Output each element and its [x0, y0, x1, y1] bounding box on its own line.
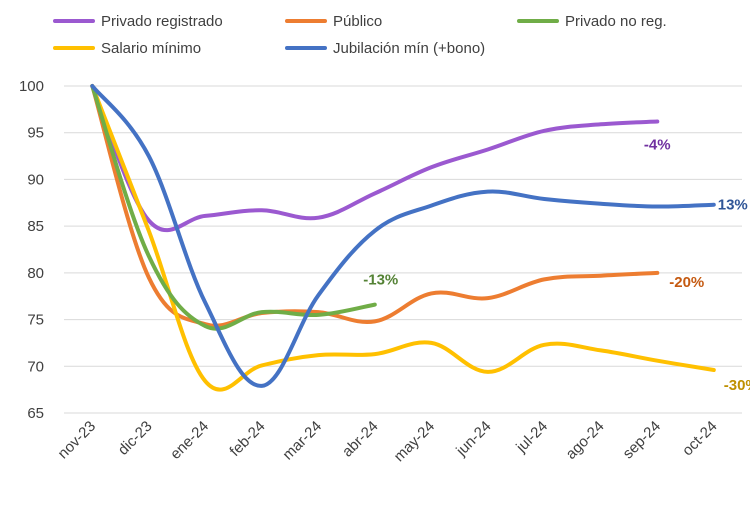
x-tick-label: mar-24 [279, 418, 325, 464]
y-tick-label: 95 [27, 125, 44, 142]
end-labels: -4% -20% -13% -30% 13% [363, 137, 750, 395]
series-line-publico [90, 84, 660, 328]
y-tick-label: 100 [19, 78, 44, 95]
series-line-privado-registrado [90, 84, 660, 233]
x-tick-label: abr-24 [339, 418, 382, 461]
y-tick-label: 85 [27, 218, 44, 235]
x-axis: nov-23 dic-23 ene-24 feb-24 mar-24 abr-24 may-… [55, 418, 721, 465]
legend-item-privado-no-reg: Privado no reg. [517, 13, 667, 30]
legend-item-publico: Público [285, 13, 382, 30]
x-tick-label: ene-24 [167, 418, 212, 463]
end-label-salario-minimo: -30% [724, 377, 750, 394]
legend-label: Salario mínimo [101, 40, 201, 57]
end-label-publico: -20% [669, 274, 704, 291]
legend-item-jubilacion-min-bono: Jubilación mín (+bono) [285, 40, 485, 57]
x-tick-label: oct-24 [679, 418, 721, 460]
x-tick-label: jul-24 [512, 418, 551, 457]
y-tick-label: 65 [27, 405, 44, 422]
end-label-privado-no-reg: -13% [363, 272, 398, 289]
x-tick-label: feb-24 [226, 418, 268, 460]
y-tick-label: 80 [27, 265, 44, 282]
x-tick-label: nov-23 [55, 418, 99, 462]
legend-label: Privado no reg. [565, 13, 667, 30]
chart-legend: Privado registrado Público Privado no reg.… [53, 13, 667, 57]
y-tick-label: 70 [27, 358, 44, 375]
gridlines [64, 85, 742, 414]
end-label-jubilacion-min-bono: 13% [718, 197, 748, 214]
series-line-jubilacion-min-bono [90, 84, 716, 388]
x-tick-label: may-24 [391, 418, 438, 465]
x-tick-label: sep-24 [620, 418, 664, 462]
legend-label: Jubilación mín (+bono) [333, 40, 485, 57]
x-tick-label: jun-24 [452, 418, 494, 460]
x-tick-label: ago-24 [563, 418, 608, 463]
series-line-privado-no-reg [90, 84, 377, 331]
x-tick-label: dic-23 [115, 418, 156, 459]
y-tick-label: 75 [27, 312, 44, 329]
legend-label: Privado registrado [101, 13, 223, 30]
end-label-privado-registrado: -4% [644, 137, 671, 154]
y-axis: 65 70 75 80 85 90 95 100 [19, 78, 44, 422]
series-lines [90, 84, 716, 392]
legend-item-salario-minimo: Salario mínimo [53, 40, 201, 57]
legend-item-privado-registrado: Privado registrado [53, 13, 223, 30]
series-line-salario-minimo [90, 84, 716, 392]
y-tick-label: 90 [27, 171, 44, 188]
legend-label: Público [333, 13, 382, 30]
